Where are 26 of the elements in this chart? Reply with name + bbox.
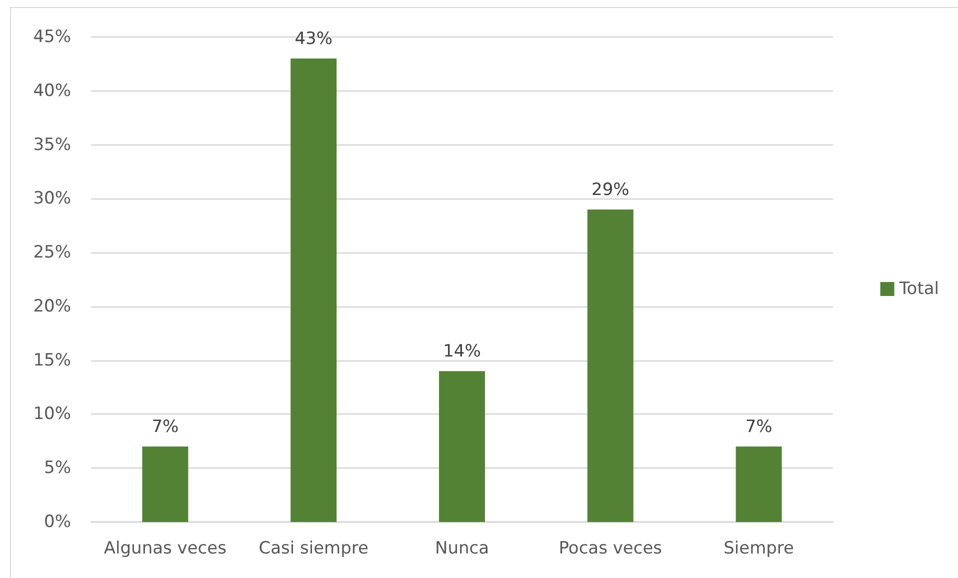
x-tick-label: Siempre bbox=[724, 538, 794, 558]
bar bbox=[439, 371, 485, 522]
y-tick-label: 45% bbox=[33, 27, 71, 47]
y-tick-label: 20% bbox=[33, 296, 71, 316]
x-tick-label: Pocas veces bbox=[558, 538, 662, 558]
bar bbox=[587, 209, 634, 522]
bar bbox=[142, 446, 188, 522]
y-tick-label: 30% bbox=[33, 188, 71, 209]
legend-label: Total bbox=[898, 279, 939, 299]
text: 14% bbox=[443, 342, 481, 362]
text: 29% bbox=[592, 180, 630, 200]
y-tick-label: 25% bbox=[33, 242, 71, 263]
text: 7% bbox=[745, 417, 772, 438]
y-tick-label: 5% bbox=[44, 458, 71, 478]
y-tick-label: 10% bbox=[33, 404, 71, 424]
y-tick-label: 0% bbox=[44, 512, 71, 532]
text: 7% bbox=[152, 417, 179, 438]
text: 43% bbox=[294, 29, 332, 50]
y-tick-label: 35% bbox=[33, 134, 71, 155]
bar bbox=[290, 58, 337, 522]
bar bbox=[736, 446, 782, 522]
y-tick-label: 40% bbox=[33, 80, 71, 101]
y-tick-label: 15% bbox=[33, 350, 71, 370]
x-tick-label: Nunca bbox=[434, 538, 490, 558]
x-tick-label: Algunas veces bbox=[104, 538, 227, 558]
x-tick-label: Casi siempre bbox=[258, 538, 368, 558]
